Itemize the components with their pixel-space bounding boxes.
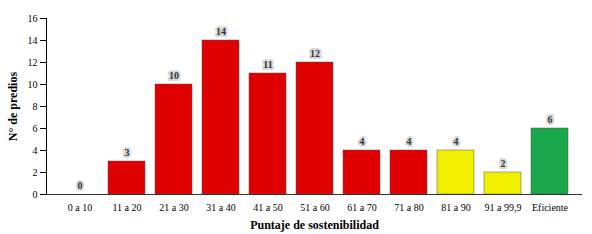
svg-text:4: 4: [407, 136, 412, 147]
svg-text:4: 4: [360, 136, 365, 147]
svg-text:14: 14: [216, 26, 226, 37]
svg-text:4: 4: [33, 145, 38, 156]
svg-text:6: 6: [548, 114, 553, 125]
svg-text:41 a 50: 41 a 50: [253, 202, 282, 213]
svg-text:6: 6: [33, 123, 38, 134]
svg-text:12: 12: [310, 48, 320, 59]
svg-text:0: 0: [78, 180, 83, 191]
svg-text:91 a 99,9: 91 a 99,9: [485, 202, 522, 213]
svg-text:2: 2: [33, 167, 38, 178]
svg-text:61 a 70: 61 a 70: [347, 202, 376, 213]
svg-text:10: 10: [28, 79, 38, 90]
svg-text:21 a 30: 21 a 30: [159, 202, 188, 213]
svg-text:51 a 60: 51 a 60: [300, 202, 329, 213]
svg-text:16: 16: [28, 13, 38, 24]
svg-text:10: 10: [169, 70, 179, 81]
svg-text:Eficiente: Eficiente: [532, 202, 569, 213]
svg-text:4: 4: [454, 136, 459, 147]
svg-text:12: 12: [28, 57, 38, 68]
svg-text:2: 2: [501, 158, 506, 169]
svg-text:0: 0: [33, 189, 38, 200]
svg-text:3: 3: [125, 147, 130, 158]
svg-text:11: 11: [263, 59, 272, 70]
svg-text:31 a 40: 31 a 40: [206, 202, 235, 213]
svg-text:71 a 80: 71 a 80: [394, 202, 423, 213]
svg-text:8: 8: [33, 101, 38, 112]
svg-text:0 a 10: 0 a 10: [68, 202, 92, 213]
svg-text:Puntaje de sostenibilidad: Puntaje de sostenibilidad: [250, 218, 379, 232]
svg-text:N° de predios: N° de predios: [6, 72, 20, 142]
svg-text:14: 14: [28, 35, 38, 46]
svg-text:11 a 20: 11 a 20: [112, 202, 141, 213]
svg-text:81 a 90: 81 a 90: [441, 202, 470, 213]
